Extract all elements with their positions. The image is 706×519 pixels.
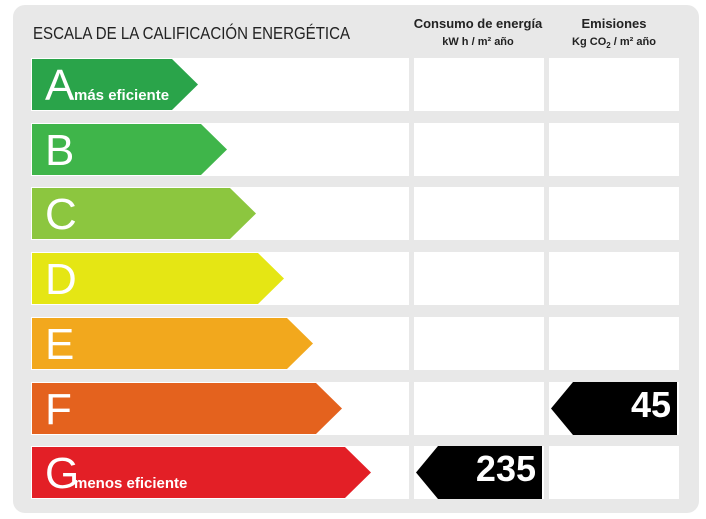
rating-letter-g: G: [45, 449, 80, 498]
rating-arrow-c: [32, 188, 256, 239]
emisiones-cell-c: [549, 187, 679, 240]
consumo-cell-e: [414, 317, 544, 370]
emisiones-cell-a: [549, 58, 679, 111]
rating-arrow-shape-c: [32, 188, 256, 239]
emisiones-value-badge-shape: [551, 382, 677, 435]
consumo-header-label: Consumo de energía: [413, 16, 543, 31]
rating-arrow-shape-f: [32, 383, 342, 434]
rating-letter-f: F: [45, 385, 72, 434]
scale-title: ESCALA DE LA CALIFICACIÓN ENERGÉTICA: [33, 23, 350, 43]
rating-note-a: más eficiente: [74, 87, 170, 104]
consumo-value-badge-shape: [416, 446, 542, 499]
rating-arrow-shape-e: [32, 318, 313, 369]
rating-arrow-f: [32, 383, 342, 434]
rating-arrow-g: [32, 447, 371, 498]
emisiones-cell-e: [549, 317, 679, 370]
rating-letter-c: C: [45, 190, 77, 239]
rating-letter-b: B: [45, 126, 75, 175]
rating-arrow-e: [32, 318, 313, 369]
rating-arrow-shape-b: [32, 124, 227, 175]
rating-arrow-shape-a: [32, 59, 198, 110]
emisiones-cell-g: [549, 446, 679, 499]
consumo-value-badge-text: 235: [475, 448, 536, 489]
rating-arrow-d: [32, 253, 284, 304]
emisiones-header-label: Emisiones: [581, 16, 647, 31]
rating-arrow-b: [32, 124, 227, 175]
rating-letter-e: E: [45, 320, 75, 369]
emisiones-value-badge: 45: [551, 382, 677, 435]
consumo-cell-b: [414, 123, 544, 176]
rating-arrow-shape-d: [32, 253, 284, 304]
consumo-value-badge: 235: [416, 446, 542, 499]
rating-arrow-a: [32, 59, 198, 110]
emisiones-cell-d: [549, 252, 679, 305]
rating-note-g: menos eficiente: [74, 475, 188, 492]
consumo-header: Consumo de energía kW h / m² año: [412, 14, 544, 52]
consumo-cell-a: [414, 58, 544, 111]
emisiones-unit-suffix: / m² año: [610, 36, 656, 48]
rating-letter-d: D: [45, 255, 77, 304]
consumo-cell-c: [414, 187, 544, 240]
emisiones-cell-b: [549, 123, 679, 176]
consumo-cell-f: [414, 382, 544, 435]
emisiones-header-unit: Kg CO2 / m² año: [548, 33, 680, 55]
rating-arrow-shape-g: [32, 447, 371, 498]
emisiones-header: Emisiones Kg CO2 / m² año: [548, 14, 680, 55]
emisiones-unit-prefix: Kg CO: [572, 36, 607, 48]
consumo-cell-d: [414, 252, 544, 305]
emisiones-value-badge-text: 45: [630, 384, 671, 425]
emisiones-unit-sub: 2: [606, 41, 611, 51]
rating-letter-a: A: [45, 61, 75, 110]
consumo-header-unit: kW h / m² año: [442, 36, 514, 48]
